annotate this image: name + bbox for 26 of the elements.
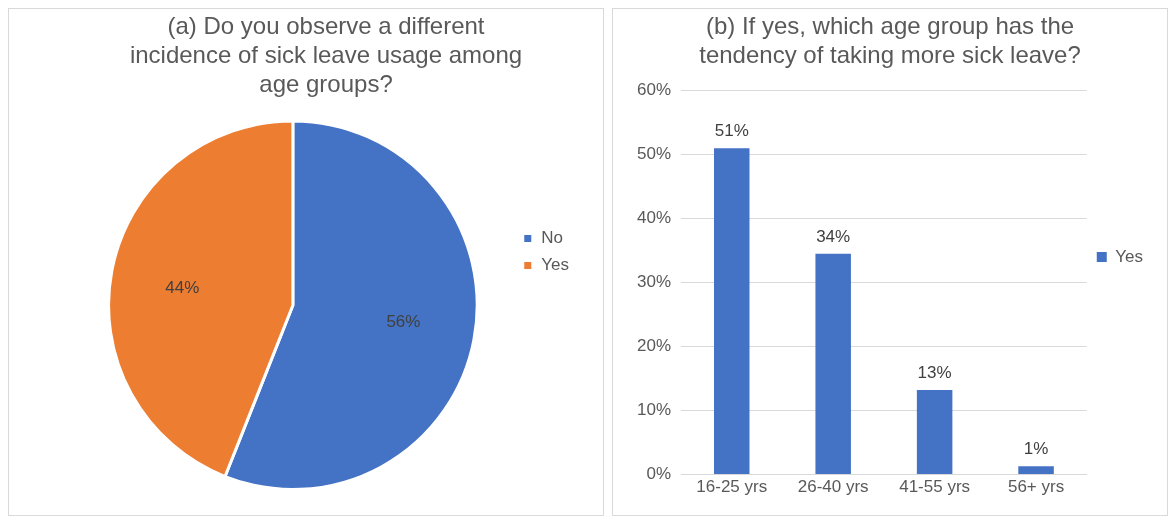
y-tick-label: 20% <box>636 336 672 356</box>
y-tick-label: 10% <box>636 400 672 420</box>
y-tick-label: 30% <box>636 272 672 292</box>
x-tick-label: 16-25 yrs <box>696 477 768 497</box>
data-label: 44% <box>165 277 200 297</box>
bar <box>916 390 953 475</box>
x-tick-label: 41-55 yrs <box>899 477 971 497</box>
x-tick-label: 56+ yrs <box>1007 477 1065 497</box>
bar <box>713 148 750 475</box>
chart-title: (b) If yes, which age group has the tendency of taking more sick leave? <box>699 12 1081 68</box>
data-label: 13% <box>917 363 952 383</box>
bar <box>815 253 851 475</box>
bar <box>1018 466 1054 475</box>
legend-label: Yes <box>541 255 569 275</box>
data-label: 56% <box>386 312 421 332</box>
data-label: 51% <box>714 121 749 141</box>
legend-label: Yes <box>1115 246 1143 266</box>
x-tick-label: 26-40 yrs <box>797 477 869 497</box>
y-tick-label: 40% <box>636 208 672 228</box>
y-tick-label: 0% <box>646 464 672 484</box>
legend-label: No <box>541 228 563 248</box>
chart-title: (a) Do you observe a different incidence of sick leave usage among age groups? <box>129 12 523 97</box>
data-label: 34% <box>816 226 851 246</box>
data-label: 1% <box>1023 439 1049 459</box>
y-tick-label: 50% <box>636 144 672 164</box>
y-tick-label: 60% <box>636 80 672 100</box>
